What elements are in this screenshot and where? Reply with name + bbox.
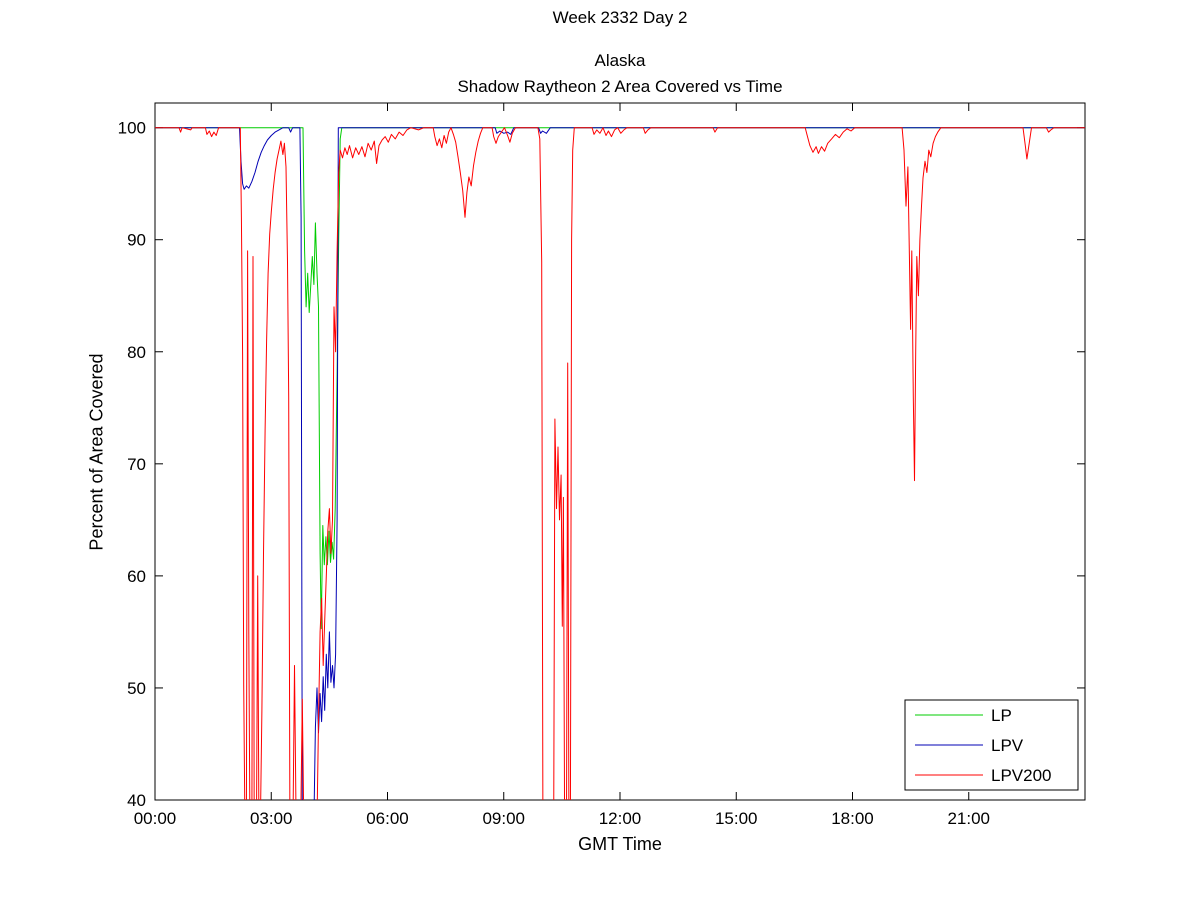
- legend-label-LPV: LPV: [991, 736, 1024, 755]
- x-tick-label: 21:00: [947, 809, 990, 828]
- x-tick-label: 06:00: [366, 809, 409, 828]
- x-axis-label: GMT Time: [578, 834, 662, 854]
- y-tick-label: 100: [118, 119, 146, 138]
- y-tick-label: 60: [127, 567, 146, 586]
- y-tick-label: 70: [127, 455, 146, 474]
- y-tick-label: 50: [127, 679, 146, 698]
- y-tick-label: 40: [127, 791, 146, 810]
- x-tick-label: 09:00: [482, 809, 525, 828]
- x-tick-label: 00:00: [134, 809, 177, 828]
- x-tick-label: 15:00: [715, 809, 758, 828]
- chart-title-line1: Alaska: [594, 51, 646, 70]
- y-tick-label: 80: [127, 343, 146, 362]
- legend-label-LPV200: LPV200: [991, 766, 1052, 785]
- x-tick-label: 18:00: [831, 809, 874, 828]
- legend-label-LP: LP: [991, 706, 1012, 725]
- legend: LP LPV LPV200: [904, 699, 1079, 791]
- chart-title-line2: Shadow Raytheon 2 Area Covered vs Time: [457, 77, 783, 96]
- chart-title-block: Alaska Shadow Raytheon 2 Area Covered vs…: [155, 48, 1085, 100]
- y-tick-label: 90: [127, 231, 146, 250]
- series-line-LP: [155, 127, 1085, 630]
- x-tick-label: 12:00: [599, 809, 642, 828]
- figure-suptitle: Week 2332 Day 2: [552, 8, 688, 27]
- x-tick-label: 03:00: [250, 809, 293, 828]
- series-line-LPV200: [155, 127, 1085, 800]
